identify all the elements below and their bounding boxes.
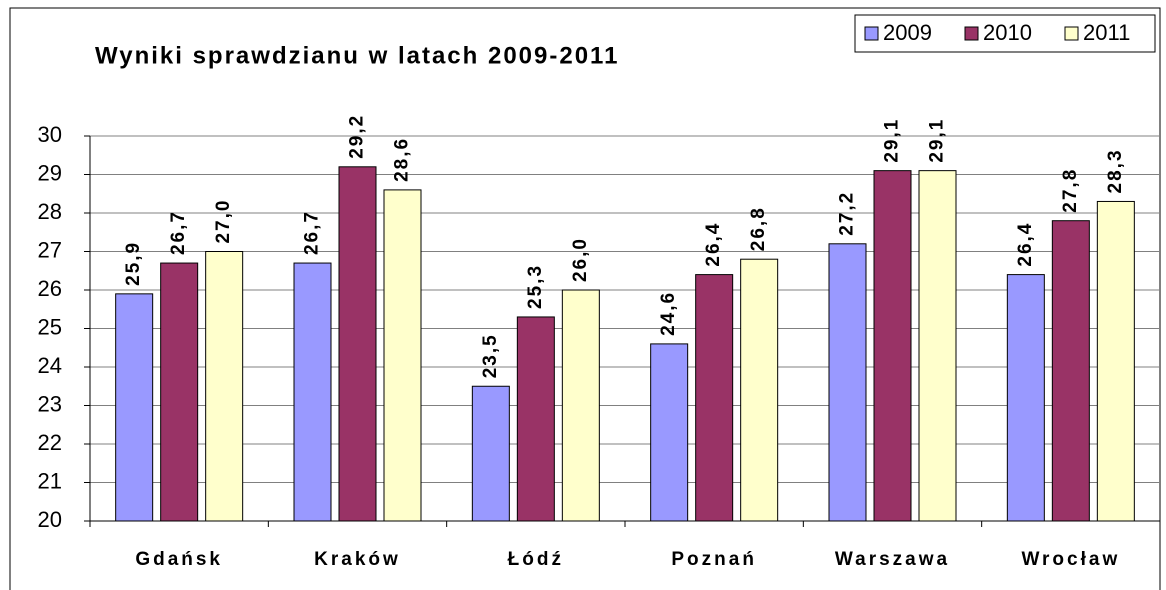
legend-label: 2010 bbox=[983, 20, 1032, 45]
x-tick-label: Kraków bbox=[314, 549, 401, 570]
bar bbox=[1096, 200, 1135, 522]
bar bbox=[650, 343, 689, 522]
bar bbox=[1006, 274, 1045, 522]
bar bbox=[338, 166, 377, 522]
y-tick-label: 30 bbox=[38, 122, 62, 147]
bar bbox=[828, 243, 867, 522]
y-tick-label: 22 bbox=[38, 430, 62, 455]
data-label: 28,6 bbox=[392, 137, 413, 182]
y-tick-label: 20 bbox=[38, 507, 62, 532]
data-label: 26,4 bbox=[1015, 222, 1036, 267]
data-label: 24,6 bbox=[658, 291, 679, 336]
bar bbox=[695, 274, 734, 522]
y-tick-label: 24 bbox=[38, 353, 62, 378]
y-tick-label: 26 bbox=[38, 276, 62, 301]
data-label: 27,2 bbox=[837, 191, 858, 236]
data-label: 26,0 bbox=[570, 237, 591, 282]
legend-label: 2009 bbox=[883, 20, 932, 45]
data-label: 29,2 bbox=[347, 114, 368, 159]
bar bbox=[293, 262, 332, 522]
legend-label: 2011 bbox=[1083, 20, 1130, 45]
bar bbox=[561, 289, 600, 522]
y-tick-label: 29 bbox=[38, 160, 62, 185]
y-tick-label: 21 bbox=[38, 468, 62, 493]
data-label: 23,5 bbox=[480, 333, 501, 378]
bar bbox=[160, 262, 199, 522]
y-tick-label: 28 bbox=[38, 199, 62, 224]
bar bbox=[1051, 220, 1090, 522]
legend-box bbox=[854, 14, 1156, 53]
bar bbox=[471, 385, 510, 522]
data-label: 26,4 bbox=[703, 222, 724, 267]
data-label: 26,8 bbox=[748, 206, 769, 251]
bar bbox=[516, 316, 555, 522]
bar bbox=[205, 251, 244, 522]
data-label: 25,3 bbox=[525, 264, 546, 309]
y-tick-label: 27 bbox=[38, 237, 62, 262]
legend-swatch bbox=[864, 26, 879, 41]
data-label: 27,0 bbox=[213, 199, 234, 244]
legend-swatch bbox=[964, 26, 979, 41]
x-tick-label: Gdańsk bbox=[135, 549, 223, 570]
x-tick-label: Wrocław bbox=[1021, 549, 1120, 570]
data-label: 25,9 bbox=[123, 241, 144, 286]
data-label: 29,1 bbox=[882, 118, 903, 163]
data-label: 26,7 bbox=[168, 210, 189, 255]
data-label: 28,3 bbox=[1105, 148, 1126, 193]
data-label: 27,8 bbox=[1060, 168, 1081, 213]
bar bbox=[383, 189, 422, 522]
bar bbox=[918, 170, 957, 522]
bar bbox=[740, 258, 779, 522]
x-tick-label: Poznań bbox=[671, 549, 757, 570]
x-tick-label: Warszawa bbox=[835, 549, 950, 570]
y-tick-label: 23 bbox=[38, 391, 62, 416]
bar bbox=[115, 293, 154, 522]
x-tick-label: Łódź bbox=[508, 549, 564, 570]
y-tick-label: 25 bbox=[38, 314, 62, 339]
data-label: 29,1 bbox=[927, 118, 948, 163]
bar bbox=[873, 170, 912, 522]
chart-title: Wyniki sprawdzianu w latach 2009-2011 bbox=[95, 42, 619, 69]
legend-swatch bbox=[1064, 26, 1079, 41]
data-label: 26,7 bbox=[302, 210, 323, 255]
